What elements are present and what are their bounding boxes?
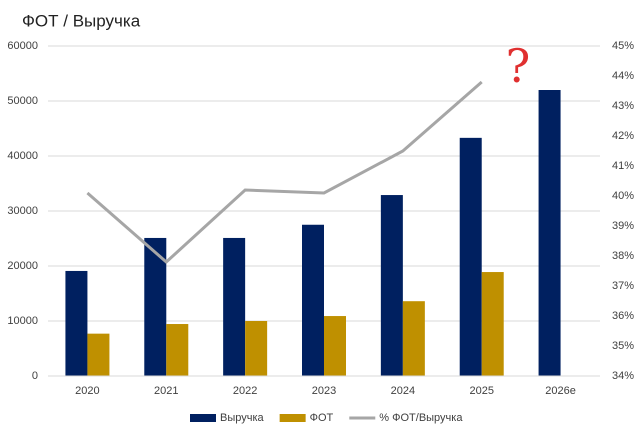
chart-title: ФОТ / Выручка <box>22 11 141 30</box>
y-tick-label: 40000 <box>7 150 38 162</box>
legend-swatch <box>190 414 216 422</box>
y2-tick-label: 37% <box>612 280 634 292</box>
bar <box>245 321 268 376</box>
y2-tick-label: 41% <box>612 160 634 172</box>
legend-label: ФОТ <box>310 412 334 424</box>
bar <box>302 224 324 376</box>
annotation: ? <box>506 39 531 93</box>
x-tick-label: 2020 <box>75 385 99 397</box>
y2-tick-label: 38% <box>612 250 634 262</box>
y-tick-label: 0 <box>32 370 38 382</box>
y2-tick-label: 39% <box>612 220 634 232</box>
y-tick-label: 30000 <box>7 205 38 217</box>
y-tick-label: 50000 <box>7 95 38 107</box>
bar <box>65 270 88 376</box>
legend-swatch <box>279 414 306 422</box>
bar <box>223 237 246 376</box>
bar <box>380 195 403 376</box>
bar <box>144 237 167 376</box>
bar <box>166 324 189 376</box>
bar <box>459 137 482 376</box>
y2-tick-label: 44% <box>612 70 634 82</box>
y2-tick-label: 43% <box>612 100 634 112</box>
bar <box>538 90 561 376</box>
y-tick-label: 20000 <box>7 260 38 272</box>
x-tick-label: 2023 <box>312 385 336 397</box>
bar <box>402 301 425 376</box>
y2-tick-label: 40% <box>612 190 634 202</box>
x-tick-label: 2024 <box>391 385 415 397</box>
y-tick-label: 60000 <box>7 40 38 52</box>
y-tick-label: 10000 <box>7 315 38 327</box>
y2-tick-label: 42% <box>612 130 634 142</box>
x-tick-label: 2021 <box>154 385 178 397</box>
y2-tick-label: 35% <box>612 340 634 352</box>
bar <box>87 333 110 376</box>
legend-label: Выручка <box>220 412 265 424</box>
y2-tick-label: 36% <box>612 310 634 322</box>
bar <box>324 316 346 376</box>
legend-label: % ФОТ/Выручка <box>379 412 463 424</box>
bar <box>481 272 504 376</box>
x-tick-label: 2022 <box>233 385 257 397</box>
y2-tick-label: 34% <box>612 370 634 382</box>
line-series <box>86 80 483 265</box>
x-tick-label: 2026e <box>545 385 576 397</box>
x-tick-label: 2025 <box>469 385 493 397</box>
y2-tick-label: 45% <box>612 40 634 52</box>
